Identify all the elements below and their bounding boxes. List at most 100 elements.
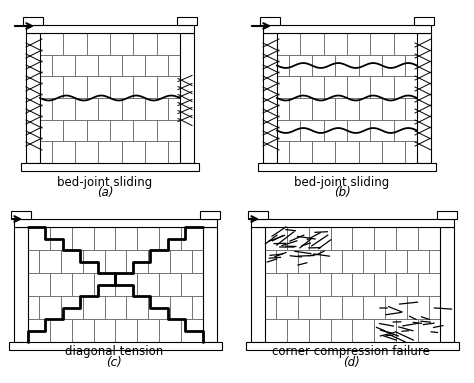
Bar xyxy=(137,319,159,342)
Bar xyxy=(127,250,148,273)
Bar xyxy=(145,98,168,119)
Bar xyxy=(145,141,168,163)
Bar xyxy=(170,296,192,319)
Bar xyxy=(116,319,137,342)
Bar xyxy=(265,273,287,296)
Bar xyxy=(148,250,170,273)
Bar xyxy=(64,33,87,55)
Bar xyxy=(137,227,159,250)
Bar xyxy=(168,141,180,163)
Bar xyxy=(94,227,116,250)
Bar xyxy=(324,76,347,98)
Bar xyxy=(192,296,203,319)
Bar xyxy=(277,141,289,163)
Bar xyxy=(116,273,137,296)
Bar xyxy=(309,273,331,296)
Bar xyxy=(258,163,436,171)
Bar xyxy=(52,98,75,119)
Bar xyxy=(309,319,331,342)
Bar xyxy=(87,76,110,98)
Bar xyxy=(405,98,417,119)
Bar xyxy=(72,227,94,250)
Bar xyxy=(251,219,454,227)
Bar xyxy=(265,227,287,250)
Bar xyxy=(39,296,61,319)
Bar xyxy=(407,250,429,273)
Bar xyxy=(181,319,203,342)
Bar xyxy=(405,55,417,76)
Bar xyxy=(75,98,98,119)
Bar xyxy=(324,33,347,55)
Bar xyxy=(94,273,116,296)
Bar xyxy=(14,219,217,227)
Bar xyxy=(277,55,289,76)
Bar xyxy=(200,211,220,219)
Text: diagonal tension: diagonal tension xyxy=(65,345,163,358)
Bar xyxy=(347,76,370,98)
Bar xyxy=(26,33,40,163)
Bar xyxy=(287,319,309,342)
Bar xyxy=(110,33,133,55)
Bar xyxy=(52,141,75,163)
Bar xyxy=(277,98,289,119)
Bar xyxy=(263,25,431,33)
Bar xyxy=(335,141,359,163)
Bar xyxy=(23,17,43,25)
Bar xyxy=(298,250,319,273)
Bar xyxy=(407,296,429,319)
Bar xyxy=(159,319,181,342)
Bar xyxy=(72,273,94,296)
Bar xyxy=(94,319,116,342)
Bar xyxy=(342,250,364,273)
Bar xyxy=(110,119,133,141)
Bar xyxy=(374,227,396,250)
Bar xyxy=(61,250,82,273)
Bar xyxy=(157,76,180,98)
Bar xyxy=(203,227,217,342)
Bar xyxy=(396,273,418,296)
Bar xyxy=(246,342,459,350)
Bar xyxy=(394,119,417,141)
Bar xyxy=(170,250,192,273)
Bar xyxy=(82,250,105,273)
Bar xyxy=(127,296,148,319)
Bar xyxy=(359,141,382,163)
Bar xyxy=(159,227,181,250)
Bar xyxy=(312,98,335,119)
Bar xyxy=(331,227,353,250)
Bar xyxy=(122,141,145,163)
Bar xyxy=(181,227,203,250)
Bar xyxy=(39,250,61,273)
Bar xyxy=(87,119,110,141)
Bar xyxy=(40,141,52,163)
Bar xyxy=(370,76,394,98)
Bar xyxy=(301,76,324,98)
Bar xyxy=(14,227,28,342)
Bar xyxy=(159,273,181,296)
Bar xyxy=(263,33,277,163)
Bar xyxy=(11,211,31,219)
Bar xyxy=(374,273,396,296)
Bar xyxy=(98,98,122,119)
Bar xyxy=(277,76,301,98)
Bar xyxy=(181,273,203,296)
Text: bed-joint sliding: bed-joint sliding xyxy=(57,176,153,189)
Bar xyxy=(21,163,199,171)
Bar xyxy=(429,250,440,273)
Bar xyxy=(52,55,75,76)
Bar xyxy=(353,319,374,342)
Bar xyxy=(277,33,301,55)
Bar xyxy=(301,33,324,55)
Bar xyxy=(265,319,287,342)
Bar xyxy=(319,296,342,319)
Bar xyxy=(414,17,434,25)
Bar xyxy=(50,319,72,342)
Bar xyxy=(289,98,312,119)
Bar xyxy=(110,76,133,98)
Bar xyxy=(359,55,382,76)
Bar xyxy=(40,76,64,98)
Bar xyxy=(87,33,110,55)
Bar xyxy=(298,296,319,319)
Bar xyxy=(364,296,385,319)
Bar xyxy=(312,141,335,163)
